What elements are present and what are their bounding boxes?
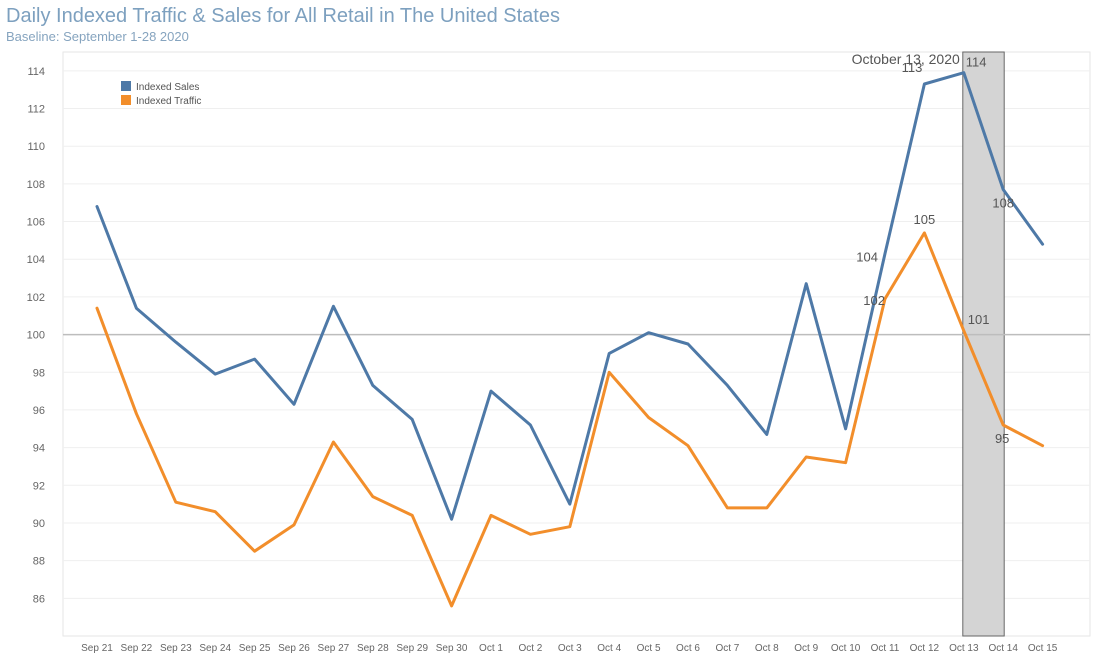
y-tick-label: 114 [27, 66, 45, 78]
x-tick-label: Oct 13 [949, 643, 979, 654]
y-tick-label: 106 [27, 217, 45, 229]
y-tick-label: 112 [27, 104, 45, 116]
y-tick-label: 88 [33, 556, 45, 568]
y-tick-label: 102 [27, 292, 45, 304]
highlight-label: October 13, 2020 [852, 51, 960, 67]
data-label: 108 [992, 196, 1014, 211]
y-tick-label: 86 [33, 593, 45, 605]
y-tick-label: 90 [33, 518, 45, 530]
y-tick-label: 98 [33, 367, 45, 379]
legend-label-indexed-traffic: Indexed Traffic [136, 96, 201, 107]
series-line-indexed-sales [95, 71, 1045, 521]
y-tick-label: 96 [33, 405, 45, 417]
x-tick-label: Sep 30 [436, 643, 468, 654]
x-tick-label: Oct 12 [910, 643, 940, 654]
x-tick-label: Sep 25 [239, 643, 271, 654]
y-tick-label: 104 [27, 254, 45, 266]
data-label: 114 [966, 55, 987, 70]
chart-subtitle: Baseline: September 1-28 2020 [6, 29, 189, 44]
x-tick-label: Oct 3 [558, 643, 582, 654]
series-line-indexed-traffic [95, 231, 1045, 608]
x-tick-label: Oct 8 [755, 643, 779, 654]
x-tick-label: Sep 29 [396, 643, 428, 654]
data-label: 105 [914, 212, 936, 227]
data-label: 95 [995, 431, 1009, 446]
plot-area [62, 51, 1091, 637]
data-label: 104 [856, 250, 878, 265]
data-label: 101 [968, 312, 990, 327]
x-tick-label: Sep 23 [160, 643, 192, 654]
x-tick-label: Oct 1 [479, 643, 503, 654]
x-tick-label: Sep 22 [121, 643, 153, 654]
x-tick-label: Oct 6 [676, 643, 700, 654]
x-tick-label: Oct 2 [518, 643, 542, 654]
x-tick-label: Oct 4 [597, 643, 621, 654]
legend-label-indexed-sales: Indexed Sales [136, 82, 199, 93]
y-tick-label: 100 [27, 330, 45, 342]
x-tick-label: Oct 5 [637, 643, 661, 654]
x-tick-label: Oct 9 [794, 643, 818, 654]
legend-swatch-indexed-traffic [121, 95, 131, 105]
y-tick-label: 108 [27, 179, 45, 191]
x-tick-label: Sep 27 [318, 643, 350, 654]
y-tick-label: 92 [33, 480, 45, 492]
chart-header: Daily Indexed Traffic & Sales for All Re… [6, 4, 1086, 45]
x-tick-label: Sep 24 [199, 643, 231, 654]
x-tick-label: Sep 26 [278, 643, 310, 654]
y-tick-label: 94 [33, 443, 45, 455]
data-label: 113 [902, 60, 923, 75]
data-label: 102 [863, 293, 885, 308]
x-tick-label: Oct 15 [1028, 643, 1058, 654]
x-tick-label: Oct 7 [715, 643, 739, 654]
chart-title: Daily Indexed Traffic & Sales for All Re… [6, 5, 560, 27]
x-tick-label: Sep 28 [357, 643, 389, 654]
x-tick-label: Oct 10 [831, 643, 861, 654]
y-tick-label: 110 [27, 141, 45, 153]
x-tick-label: Sep 21 [81, 643, 113, 654]
x-tick-label: Oct 14 [988, 643, 1018, 654]
legend-swatch-indexed-sales [121, 81, 131, 91]
x-tick-label: Oct 11 [871, 643, 900, 654]
